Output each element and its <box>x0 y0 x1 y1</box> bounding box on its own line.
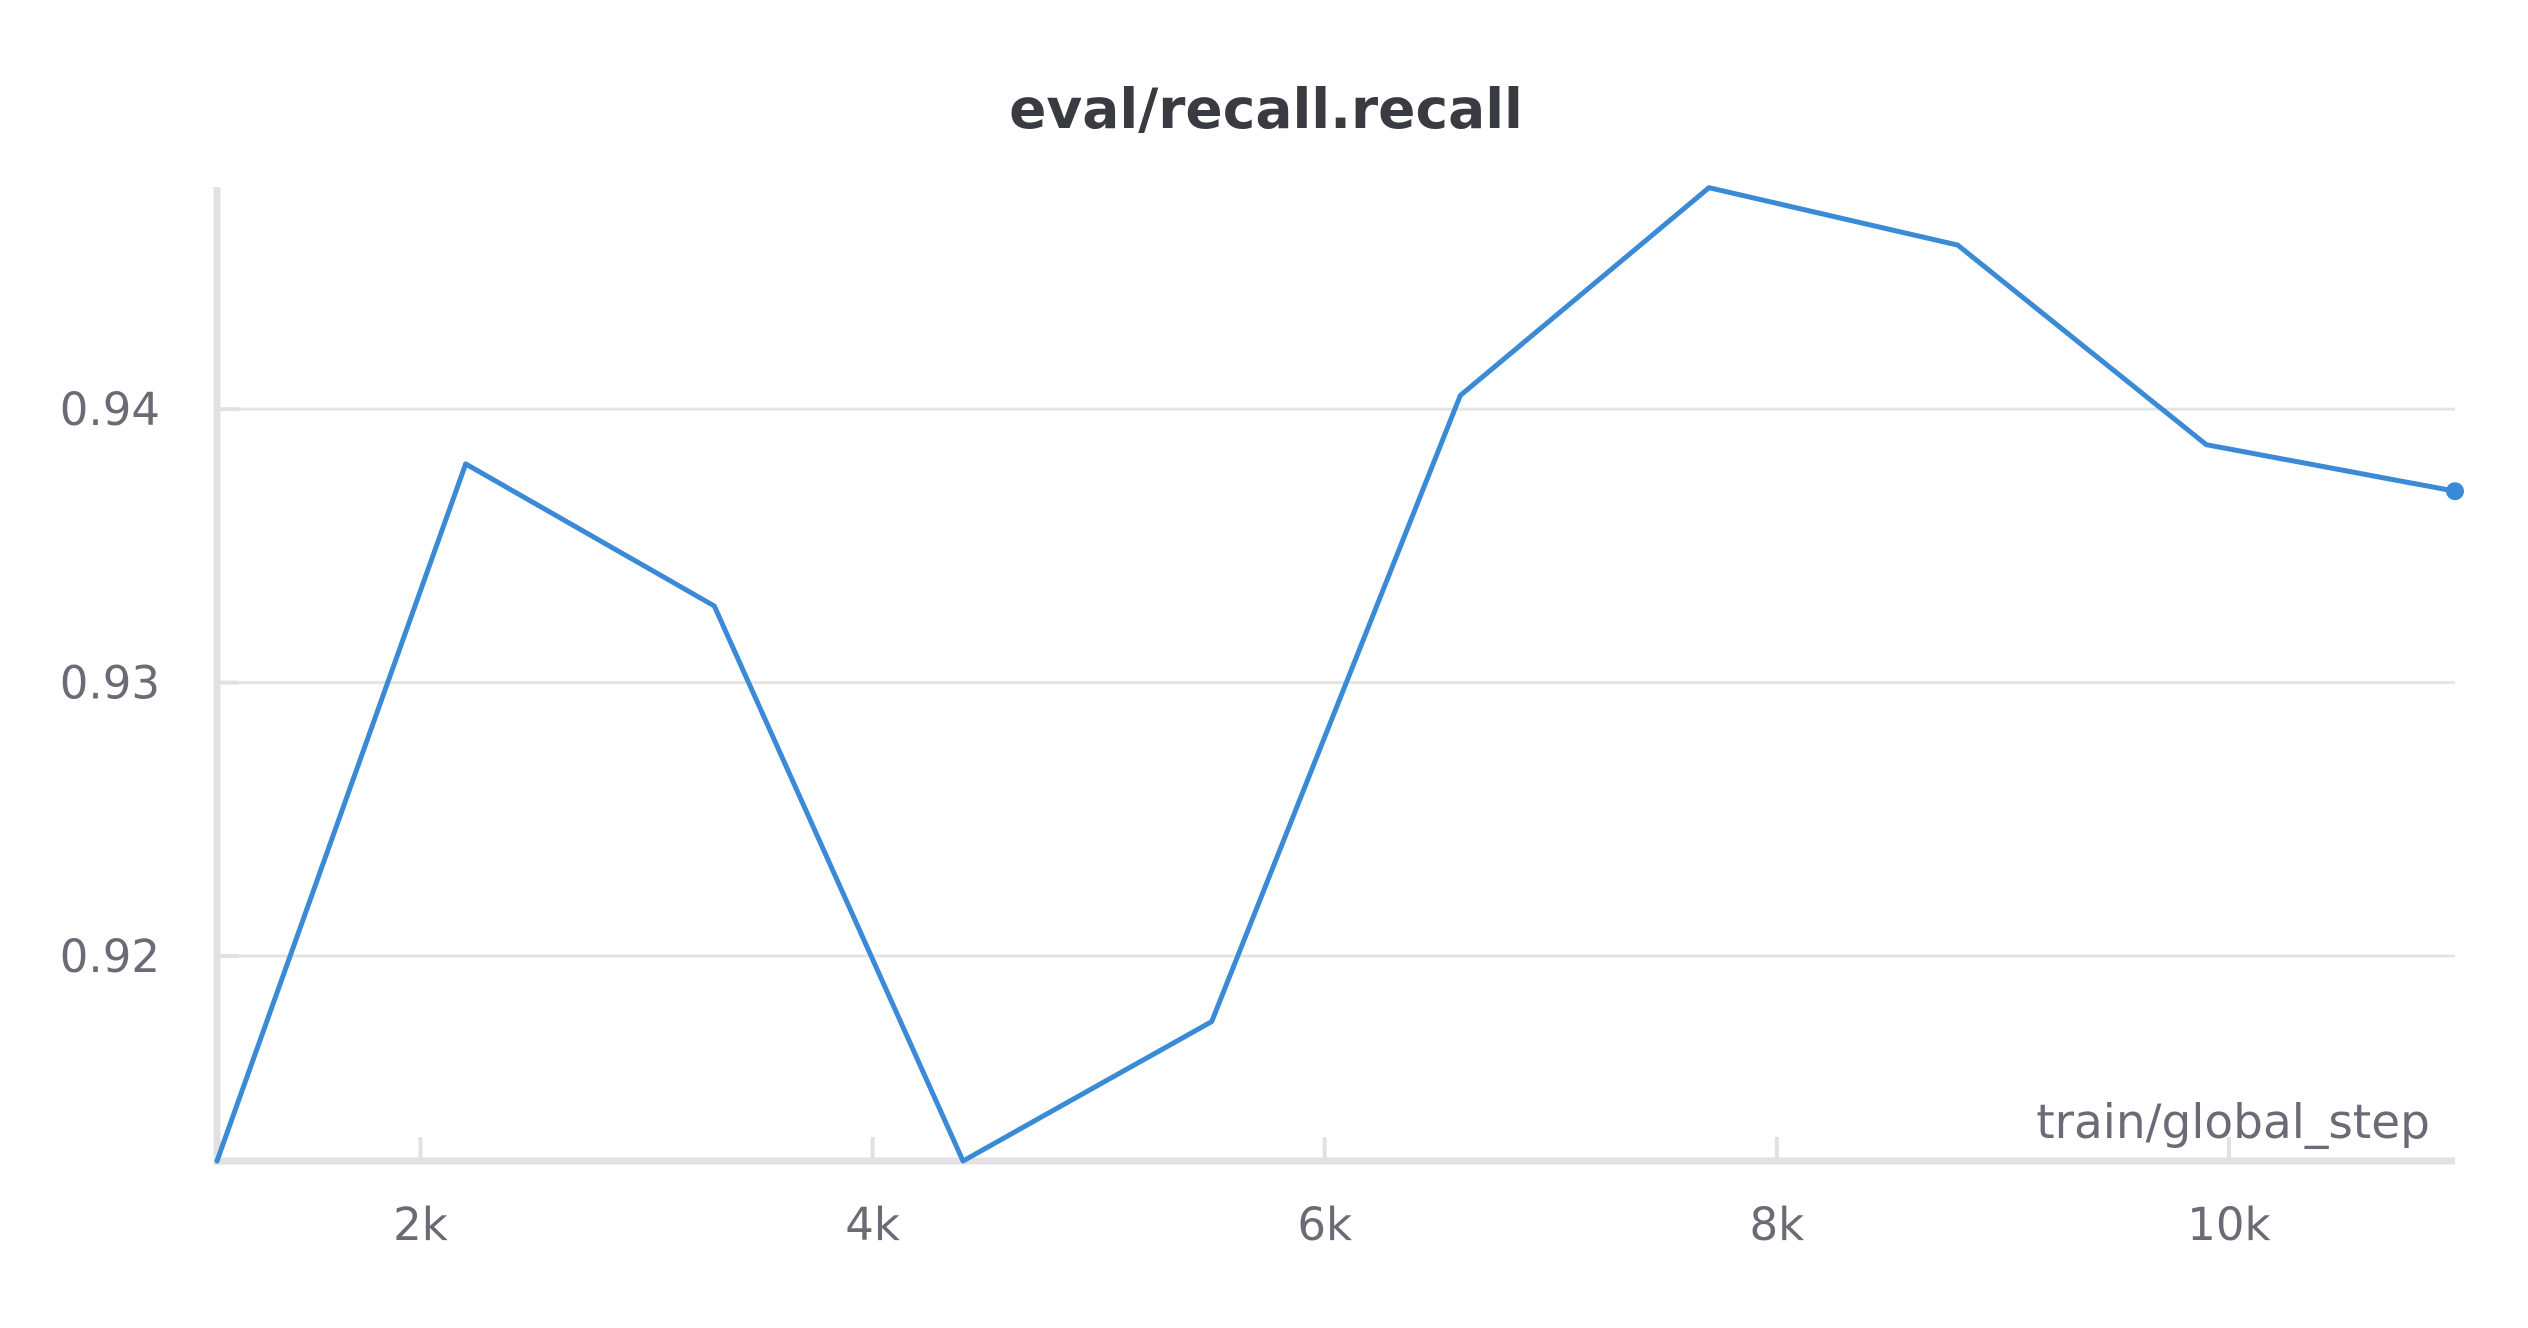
x-tick-label: 10k <box>2187 1198 2270 1251</box>
ticks: 0.92 0.93 0.94 2k 4k 6k 8k 10k <box>60 383 2271 1251</box>
x-tick-label: 2k <box>393 1198 448 1251</box>
axes <box>213 187 2455 1165</box>
y-tick-label: 0.93 <box>60 657 160 710</box>
x-axis-title: train/global_step <box>2036 1095 2430 1150</box>
series-line <box>214 185 2458 1164</box>
x-tick-label: 4k <box>845 1198 900 1251</box>
grid <box>217 407 2455 958</box>
series <box>214 185 2464 1164</box>
y-tick-label: 0.92 <box>60 930 160 983</box>
series-last-point <box>2446 482 2464 501</box>
y-tick-label: 0.94 <box>60 383 160 436</box>
x-tick-label: 8k <box>1749 1198 1804 1251</box>
chart-title: eval/recall.recall <box>1009 77 1523 141</box>
x-tick-label: 6k <box>1297 1198 1352 1251</box>
